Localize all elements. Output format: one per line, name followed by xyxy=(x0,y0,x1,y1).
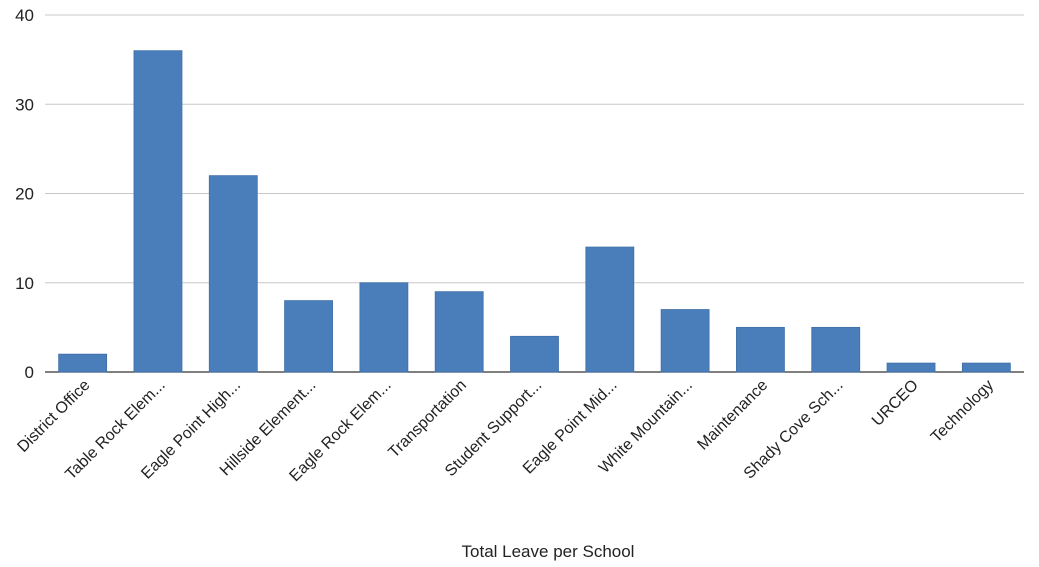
x-tick-label: Maintenance xyxy=(694,377,771,454)
y-tick-label: 30 xyxy=(15,95,34,114)
bar xyxy=(585,246,635,373)
x-tick-label: URCEO xyxy=(869,377,922,430)
bar xyxy=(58,353,108,373)
bar xyxy=(736,326,785,373)
bar xyxy=(660,309,710,373)
y-tick-label: 40 xyxy=(15,6,34,25)
x-tick-label: District Office xyxy=(14,377,93,456)
bars xyxy=(58,50,1011,373)
bar xyxy=(434,291,484,373)
bar xyxy=(208,175,258,373)
gridlines xyxy=(45,14,1024,373)
bar xyxy=(359,282,409,373)
bar xyxy=(284,300,333,373)
x-tick-label: Transportation xyxy=(385,377,470,462)
y-tick-label: 20 xyxy=(15,185,34,204)
bar xyxy=(811,326,861,373)
y-tick-label: 10 xyxy=(15,274,34,293)
bar xyxy=(510,335,559,373)
bar xyxy=(886,362,936,373)
x-tick-label: Technology xyxy=(928,377,997,446)
x-axis-label: Total Leave per School xyxy=(462,542,635,561)
bar xyxy=(133,50,183,373)
y-tick-label: 0 xyxy=(25,363,34,382)
bar xyxy=(961,362,1011,373)
y-axis-ticks: 0 10 20 30 40 xyxy=(15,6,34,382)
